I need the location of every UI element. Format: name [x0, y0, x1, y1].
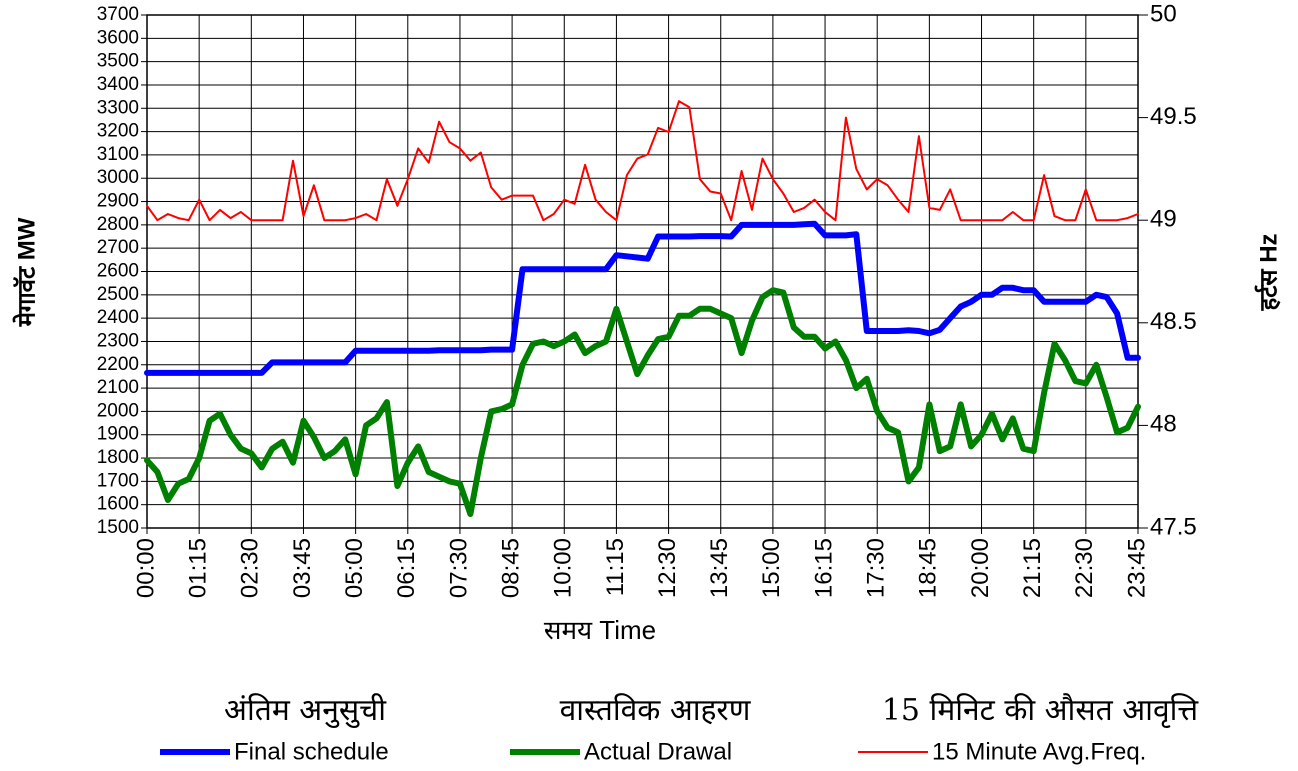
legend-label: Actual Drawal [584, 738, 732, 765]
legend-label: 15 Minute Avg.Freq. [932, 738, 1146, 765]
x-tick-label: 05:00 [341, 538, 368, 598]
x-tick-label: 06:15 [393, 538, 420, 598]
y2-tick-label: 47.5 [1150, 513, 1197, 540]
y-tick-label: 2000 [97, 400, 139, 421]
y-tick-label: 1700 [97, 470, 139, 491]
y2-axis-label: हर्टस Hz [1254, 233, 1282, 311]
y-tick-label: 2700 [97, 237, 139, 258]
y-tick-label: 2200 [97, 354, 139, 375]
y2-tick-label: 48 [1150, 411, 1177, 438]
y-tick-label: 2100 [97, 377, 139, 398]
x-tick-label: 00:00 [132, 538, 159, 598]
legend-hindi: 15 मिनिट की औसत आवृत्ति [882, 693, 1200, 729]
series-line [144, 220, 1141, 376]
y-tick-label: 2300 [97, 330, 139, 351]
y-tick-label: 3300 [97, 97, 139, 118]
y-tick-label: 3600 [97, 27, 139, 48]
legend-hindi: अंतिम अनुसुची [224, 693, 387, 729]
x-tick-label: 08:45 [497, 538, 524, 598]
x-tick-label: 15:00 [758, 538, 785, 598]
x-tick-label: 07:30 [445, 538, 472, 598]
y-tick-label: 3700 [97, 4, 139, 25]
x-tick-label: 10:00 [550, 538, 577, 598]
x-tick-label: 02:30 [237, 538, 264, 598]
y-tick-label: 3100 [97, 144, 139, 165]
x-tick-label: 16:15 [810, 538, 837, 598]
series-line [144, 287, 1141, 517]
x-tick-label: 18:45 [915, 538, 942, 598]
x-tick-label: 01:15 [185, 538, 212, 598]
y2-tick-label: 50 [1150, 0, 1177, 27]
y-tick-label: 2400 [97, 307, 139, 328]
y-tick-label: 2500 [97, 284, 139, 305]
y-tick-label: 3200 [97, 121, 139, 142]
y-tick-label: 1500 [97, 517, 139, 538]
y-tick-label: 3500 [97, 51, 139, 72]
legend-label: Final schedule [234, 738, 389, 765]
x-tick-label: 17:30 [863, 538, 890, 598]
y-tick-label: 1900 [97, 424, 139, 445]
x-tick-label: 22:30 [1071, 538, 1098, 598]
y-tick-label: 2900 [97, 191, 139, 212]
x-tick-label: 13:45 [706, 538, 733, 598]
x-tick-label: 11:15 [602, 538, 629, 596]
y2-tick-label: 48.5 [1150, 308, 1197, 335]
y-tick-label: 3400 [97, 74, 139, 95]
x-tick-label: 12:30 [654, 538, 681, 598]
series-line [146, 100, 1139, 222]
x-axis-label: समय Time [544, 615, 656, 645]
y2-tick-label: 49 [1150, 206, 1177, 233]
y-tick-label: 2800 [97, 214, 139, 235]
x-tick-label: 21:15 [1019, 538, 1046, 598]
y-tick-label: 3000 [97, 167, 139, 188]
x-tick-label: 23:45 [1123, 538, 1150, 598]
y-axis-label: मेगावॅट MW [12, 217, 40, 327]
plot-frame [146, 14, 1139, 529]
y-tick-label: 2600 [97, 261, 139, 282]
legend-hindi: वास्तविक आहरण [560, 693, 752, 728]
x-tick-label: 03:45 [289, 538, 316, 598]
y-tick-label: 1600 [97, 494, 139, 515]
y-tick-label: 1800 [97, 447, 139, 468]
x-tick-label: 20:00 [967, 538, 994, 598]
y2-tick-label: 49.5 [1150, 103, 1197, 130]
